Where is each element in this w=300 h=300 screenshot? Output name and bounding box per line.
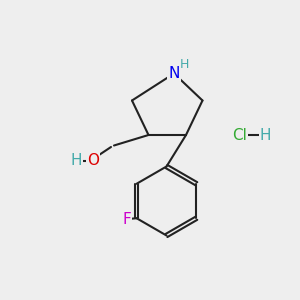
Text: N: N	[168, 66, 180, 81]
Text: H: H	[260, 128, 271, 142]
Text: H: H	[71, 153, 82, 168]
Text: F: F	[122, 212, 131, 227]
Text: H: H	[180, 58, 189, 71]
Text: O: O	[87, 153, 99, 168]
Text: Cl: Cl	[232, 128, 247, 142]
